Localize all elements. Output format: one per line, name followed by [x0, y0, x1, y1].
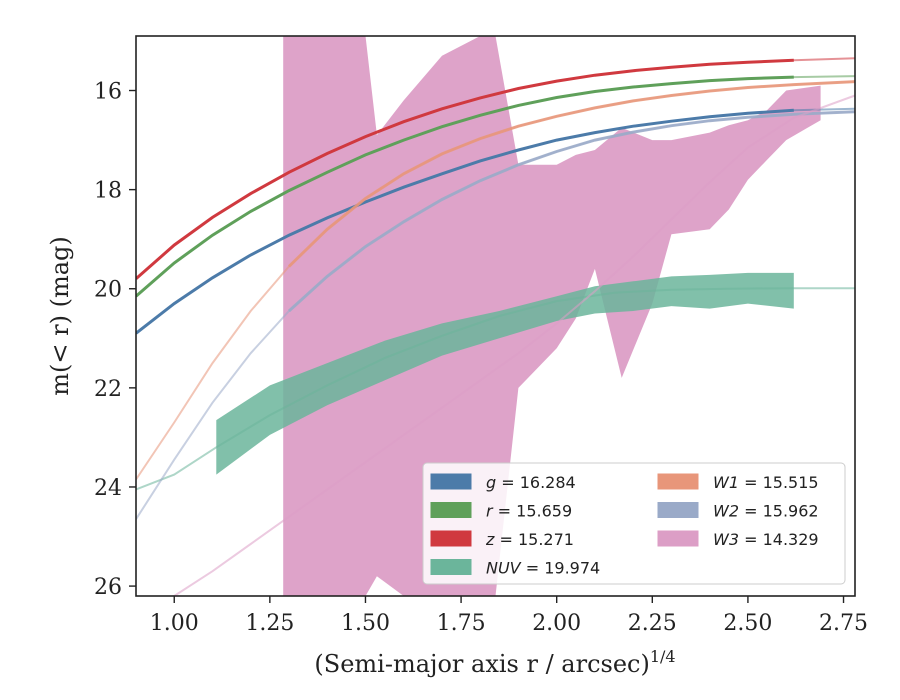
x-tick-label: 1.00 [150, 611, 199, 636]
legend: g = 16.284 r = 15.659 z = 15.271 NUV = 19.9… [422, 462, 846, 585]
legend-swatch-g [430, 473, 472, 490]
y-tick-label: 24 [94, 476, 122, 501]
y-tick-label: 16 [94, 80, 122, 105]
y-axis: 16 18 20 22 24 26 [94, 80, 136, 600]
model-curve-w3 [170, 94, 855, 596]
legend-label-w2: W2 = 15.962 [713, 502, 819, 521]
legend-label-z: z = 15.271 [485, 530, 574, 549]
x-tick-label: 1.75 [437, 611, 486, 636]
x-axis-label: (Semi-major axis r / arcsec)1/4 [314, 647, 675, 678]
legend-box [422, 462, 846, 585]
legend-swatch-w3 [657, 530, 699, 547]
legend-label-g: g = 16.284 [486, 473, 576, 492]
model-curve-nuv [136, 287, 855, 491]
x-tick-label: 2.75 [819, 611, 868, 636]
measured-curve-g [136, 108, 794, 335]
y-tick-label: 26 [94, 575, 122, 600]
x-tick-label: 1.50 [341, 611, 390, 636]
x-axis-label-exponent: 1/4 [650, 647, 676, 666]
x-axis-label-text: (Semi-major axis r / arcsec) [314, 650, 649, 678]
legend-label-r: r = 15.659 [486, 502, 572, 521]
plot-area [136, 36, 855, 596]
legend-swatch-z [430, 530, 472, 547]
measured-curve-r [136, 75, 794, 298]
band-nuv [216, 272, 794, 475]
x-tick-label: 2.50 [723, 611, 772, 636]
legend-swatch-nuv [430, 559, 472, 575]
y-tick-label: 22 [94, 377, 122, 402]
x-axis: 1.00 1.25 1.50 1.75 2.00 2.25 2.50 2.75 [150, 596, 868, 636]
y-tick-label: 18 [94, 179, 122, 204]
legend-label-nuv: NUV = 19.974 [486, 559, 600, 578]
legend-swatch-w1 [657, 473, 699, 490]
y-tick-label: 20 [94, 278, 122, 303]
measured-curve-w1 [287, 80, 855, 268]
measured-curve-z [136, 58, 794, 280]
legend-label-w1: W1 = 15.515 [713, 473, 819, 492]
x-tick-label: 2.00 [532, 611, 581, 636]
legend-label-w3: W3 = 14.329 [713, 530, 819, 549]
x-tick-label: 1.25 [245, 611, 294, 636]
x-tick-label: 2.25 [628, 611, 677, 636]
plot-frame [135, 35, 856, 597]
legend-swatch-w2 [657, 502, 699, 518]
y-axis-label: m(< r) (mag) [46, 236, 74, 395]
measured-curve-w2 [287, 110, 855, 313]
legend-swatch-r [430, 502, 472, 518]
